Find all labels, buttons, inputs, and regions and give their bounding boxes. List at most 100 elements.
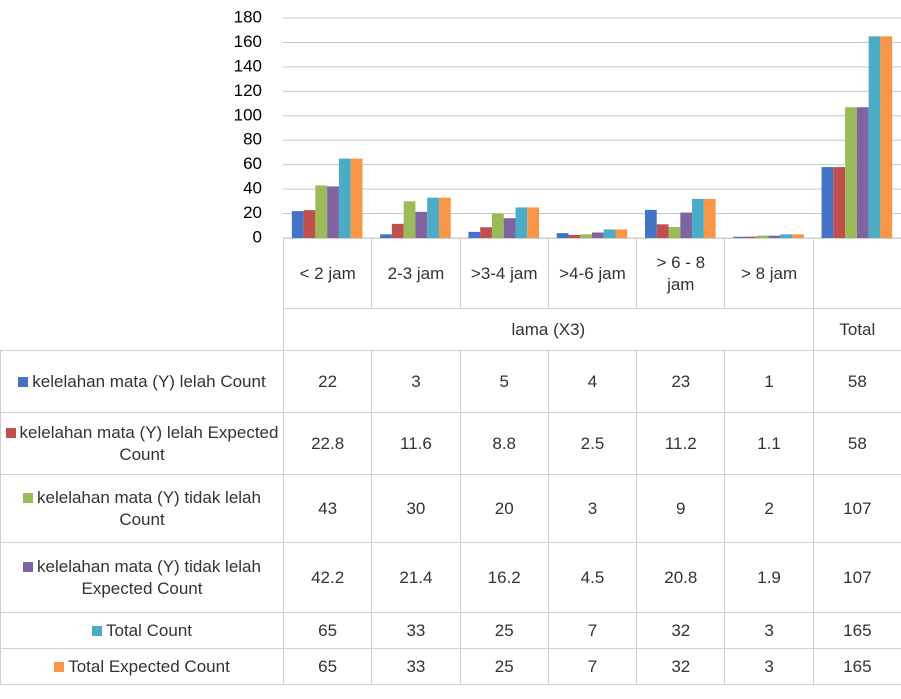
bar — [644, 209, 657, 238]
bar — [615, 229, 628, 238]
table-value: 25 — [459, 612, 549, 649]
category-cell — [812, 238, 901, 309]
bar — [580, 234, 592, 238]
table-value: 43 — [283, 474, 373, 543]
table-value: 9 — [636, 474, 726, 543]
table-value: 2 — [724, 474, 814, 543]
category-label: < 2 jam — [283, 238, 373, 309]
legend-label: kelelahan mata (Y) lelah Count — [18, 371, 266, 392]
legend-marker — [23, 562, 34, 573]
table-value: 11.6 — [371, 412, 461, 475]
table-value: 58 — [812, 412, 901, 475]
bar — [692, 198, 704, 238]
legend-marker — [92, 625, 102, 636]
table-value: 1.1 — [724, 412, 814, 475]
bar — [880, 36, 893, 239]
bar — [527, 207, 540, 238]
bar — [427, 197, 439, 238]
bar — [780, 234, 793, 238]
bar — [468, 231, 481, 238]
legend-entry: kelelahan mata (Y) tidak lelah Expected … — [0, 542, 284, 613]
table-value: 2.5 — [547, 412, 638, 475]
bar — [315, 185, 328, 238]
legend-text: kelelahan mata (Y) lelah Count — [32, 371, 266, 391]
table-value: 7 — [547, 648, 638, 685]
bar — [756, 235, 769, 238]
table-value: 58 — [812, 350, 901, 413]
y-tick-label: 0 — [253, 227, 262, 246]
table-value: 107 — [812, 474, 901, 543]
bar — [350, 158, 363, 238]
bar — [403, 201, 416, 238]
bar — [733, 236, 746, 238]
table-value: 3 — [724, 648, 814, 685]
bar — [768, 235, 781, 238]
legend-entry: Total Expected Count — [0, 648, 284, 685]
table-value: 32 — [636, 612, 726, 649]
table-value: 8.8 — [459, 412, 549, 475]
bar — [856, 107, 869, 238]
bar — [338, 158, 351, 238]
table-value: 20 — [459, 474, 549, 543]
bar — [592, 232, 604, 238]
table-value: 3 — [547, 474, 638, 543]
table-value: 20.8 — [636, 542, 726, 613]
table-value: 22 — [283, 350, 373, 413]
y-tick-label: 60 — [243, 154, 262, 173]
bar — [291, 211, 304, 238]
bar — [515, 207, 528, 238]
y-tick-label: 140 — [234, 56, 262, 75]
table-value: 11.2 — [636, 412, 726, 475]
legend-label: kelelahan mata (Y) lelah Expected Count — [5, 422, 279, 465]
table-value: 25 — [459, 648, 549, 685]
legend-label: Total Count — [92, 620, 192, 641]
legend-entry: kelelahan mata (Y) tidak lelah Count — [0, 474, 284, 543]
table-value: 1.9 — [724, 542, 814, 613]
table-value: 5 — [459, 350, 549, 413]
legend-text: kelelahan mata (Y) tidak lelah Expected … — [37, 557, 261, 598]
legend-marker — [23, 493, 34, 504]
legend-entry: kelelahan mata (Y) lelah Expected Count — [0, 412, 284, 475]
legend-label: Total Expected Count — [54, 656, 230, 677]
table-value: 4 — [547, 350, 638, 413]
y-tick-label: 120 — [234, 81, 262, 100]
y-tick-label: 100 — [234, 105, 262, 124]
bar — [833, 167, 846, 238]
legend-text: kelelahan mata (Y) tidak lelah Count — [37, 488, 261, 529]
legend-entry: kelelahan mata (Y) lelah Count — [0, 350, 284, 413]
bar — [480, 227, 492, 238]
table-value: 21.4 — [371, 542, 461, 613]
category-label: 2-3 jam — [371, 238, 461, 309]
table-value: 33 — [371, 648, 461, 685]
y-tick-label: 20 — [243, 203, 262, 222]
y-tick-label: 160 — [234, 32, 262, 51]
bar — [556, 233, 569, 238]
category-label: >3-4 jam — [459, 238, 549, 309]
bar — [503, 218, 516, 238]
legend-entry: Total Count — [0, 612, 284, 649]
legend-text: Total Count — [106, 620, 192, 640]
table-value: 1 — [724, 350, 814, 413]
category-label: > 6 - 8 jam — [636, 238, 726, 309]
bar — [745, 236, 757, 238]
bar — [491, 213, 504, 238]
bar — [568, 234, 581, 238]
table-value: 30 — [371, 474, 461, 543]
table-value: 42.2 — [283, 542, 373, 613]
table-value: 16.2 — [459, 542, 549, 613]
table-value: 22.8 — [283, 412, 373, 475]
table-value: 7 — [547, 612, 638, 649]
y-tick-label: 180 — [234, 7, 262, 26]
bar — [668, 227, 681, 238]
category-label: >4-6 jam — [547, 238, 638, 309]
legend-marker — [54, 661, 65, 672]
table-value: 3 — [724, 612, 814, 649]
table-value: 65 — [283, 612, 373, 649]
bar — [703, 198, 716, 238]
table-value: 165 — [812, 612, 901, 649]
group-label: lama (X3) — [283, 308, 814, 351]
bar — [438, 197, 451, 238]
bar — [656, 224, 669, 238]
